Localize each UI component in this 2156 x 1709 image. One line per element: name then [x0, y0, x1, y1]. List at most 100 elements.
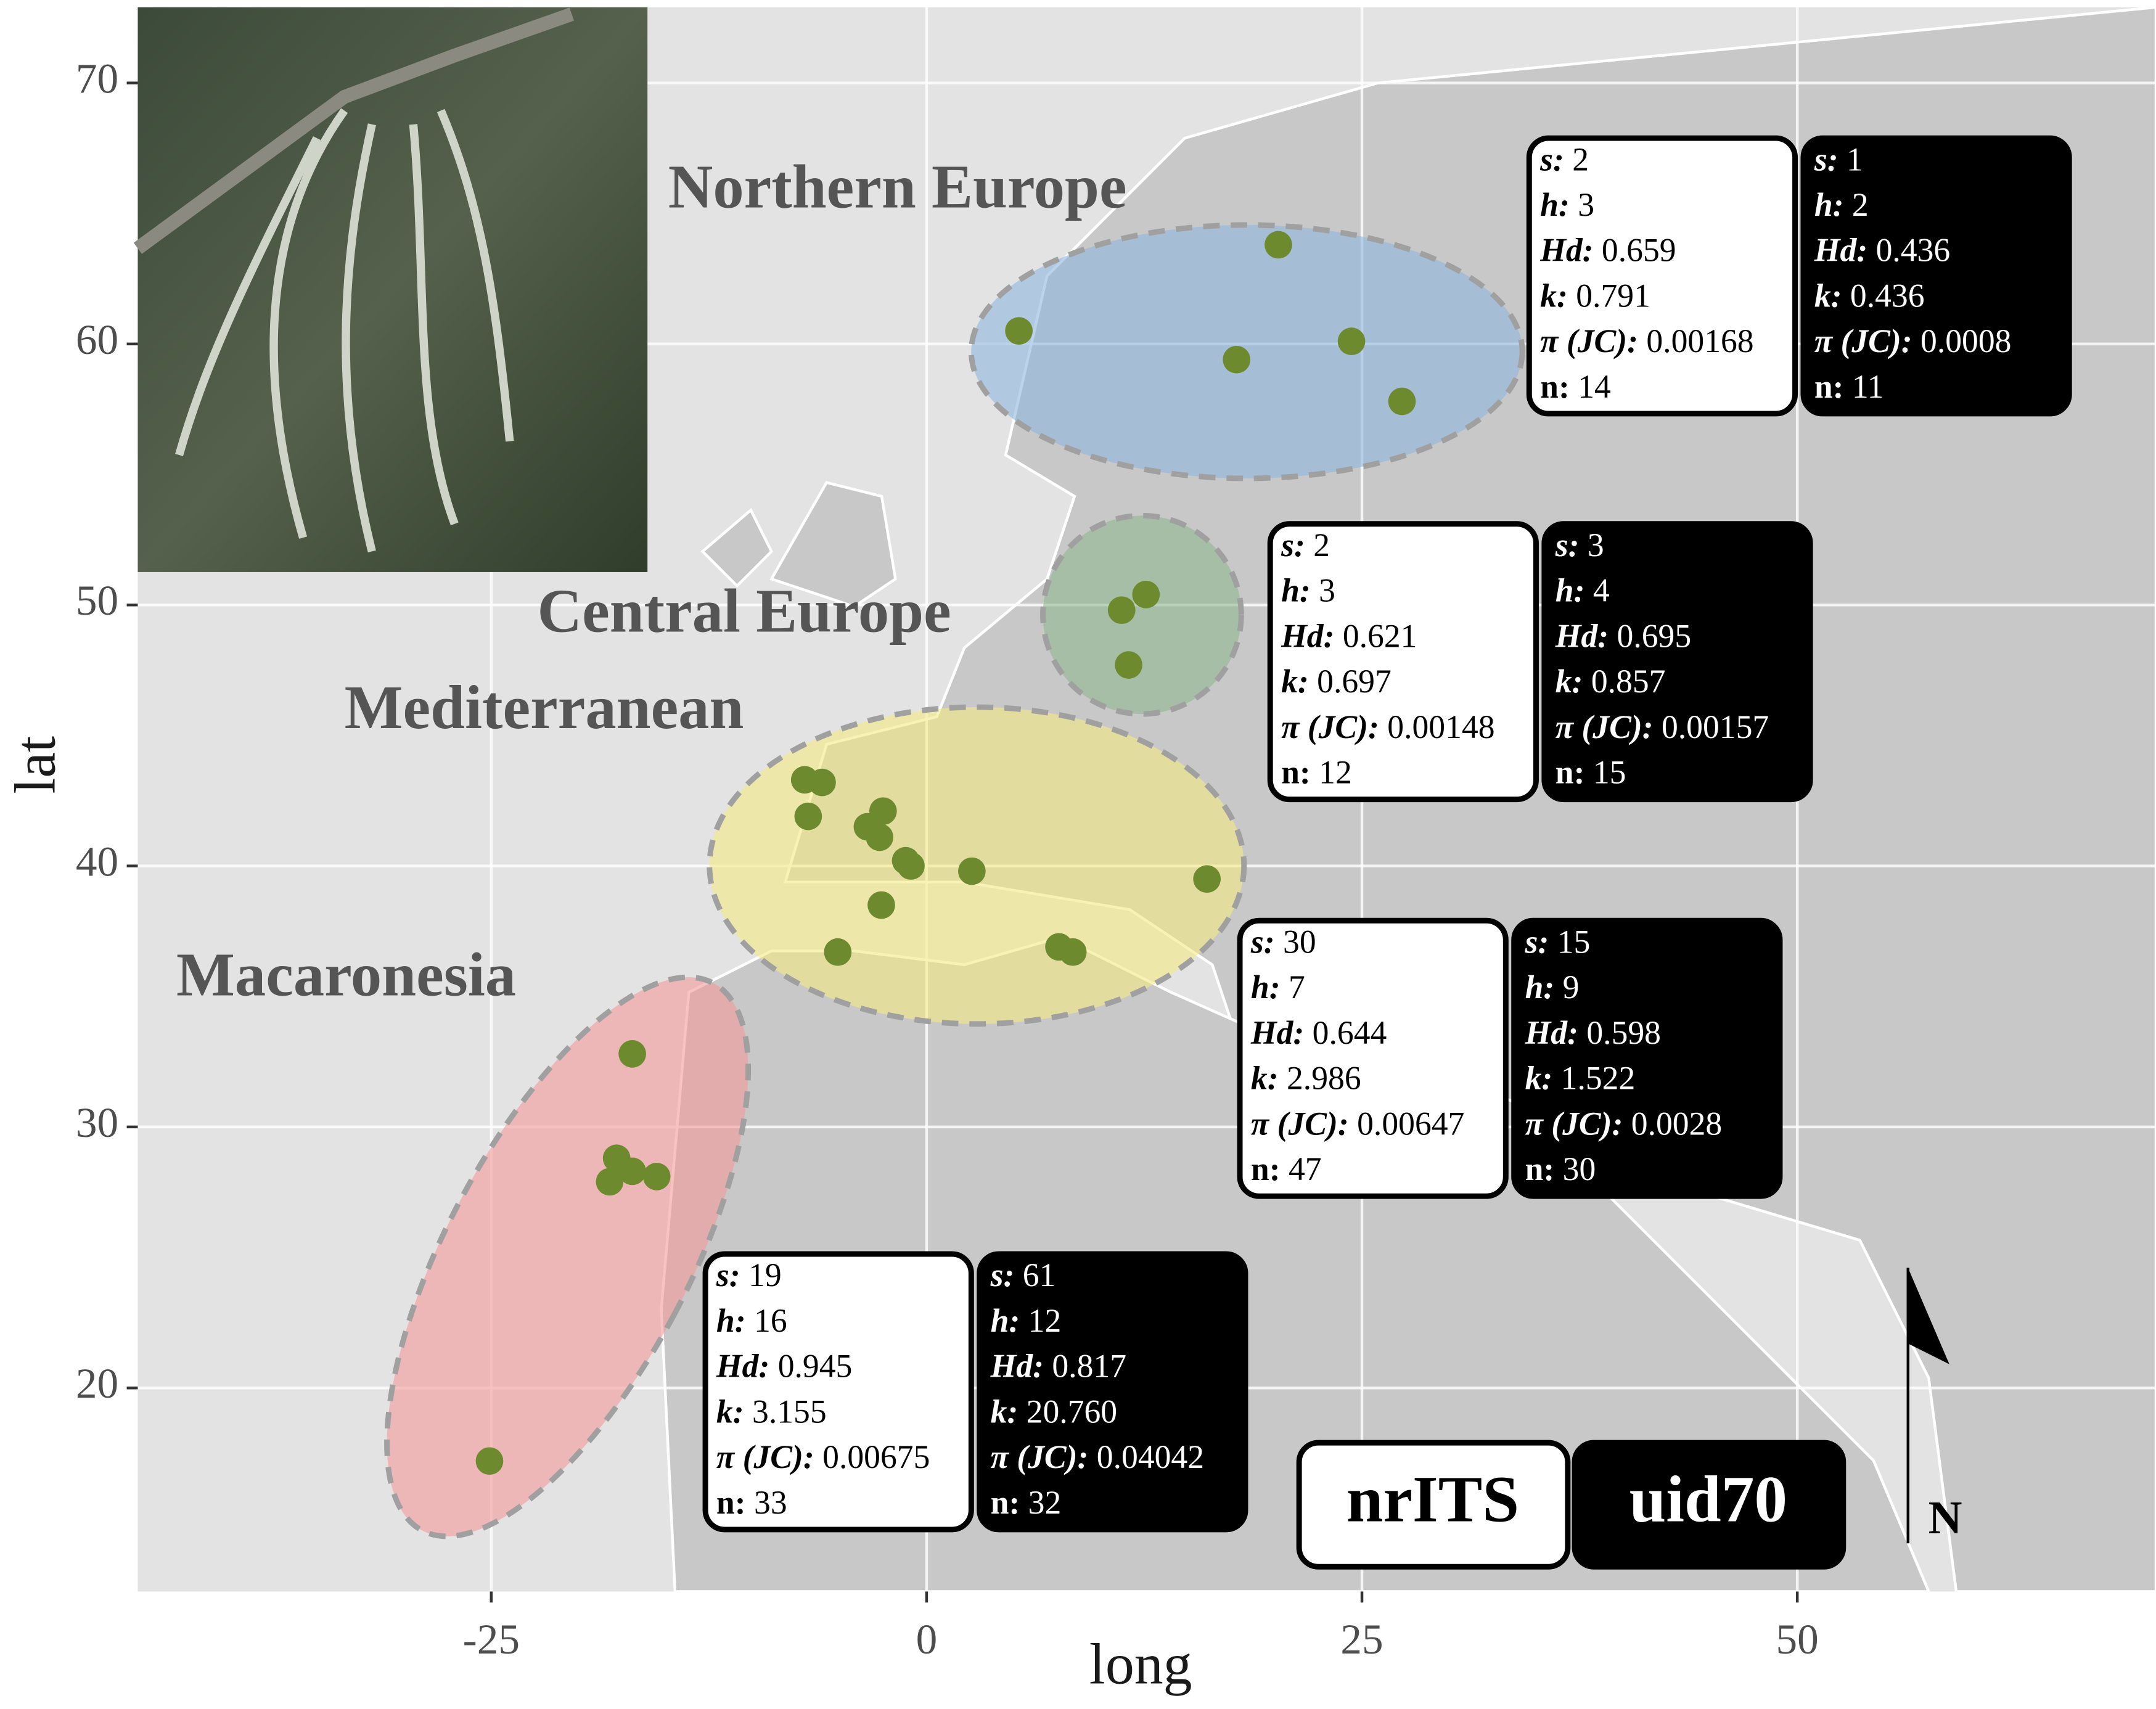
stat-label: k: — [1251, 1060, 1279, 1097]
stat-value: 3.155 — [752, 1393, 827, 1430]
x-tick-label: 25 — [1340, 1615, 1383, 1663]
photo-branch — [133, 7, 575, 254]
stat-label: s: — [716, 1257, 740, 1294]
stat-value: 0.0008 — [1920, 323, 2011, 360]
stat-value: 30 — [1283, 924, 1316, 961]
stat-line: h: 2 — [1814, 186, 1869, 223]
stat-label: h: — [716, 1302, 746, 1339]
stat-box — [1800, 135, 2072, 417]
stat-line: s: 15 — [1525, 924, 1591, 961]
stat-value: 33 — [754, 1484, 787, 1521]
photo-lichen — [175, 108, 514, 553]
stat-line: Hd: 0.436 — [1814, 232, 1950, 269]
stat-line: π (JC): 0.04042 — [991, 1438, 1204, 1475]
legend-label: uid70 — [1629, 1463, 1787, 1536]
stat-label: s: — [990, 1257, 1015, 1294]
y-tick-label: 30 — [76, 1099, 118, 1146]
stat-line: s: 30 — [1250, 924, 1316, 961]
stat-label: π (JC): — [1251, 1105, 1349, 1142]
stat-label: π (JC): — [716, 1438, 814, 1475]
stat-value: 61 — [1023, 1257, 1056, 1294]
stat-label: Hd: — [990, 1348, 1044, 1385]
stat-line: Hd: 0.621 — [1281, 618, 1417, 655]
stat-value: 0.00157 — [1662, 708, 1769, 745]
stat-box — [1526, 135, 1798, 417]
stat-line: n: 32 — [991, 1484, 1062, 1521]
stat-label: h: — [1540, 186, 1570, 223]
stat-value: 0.817 — [1052, 1348, 1126, 1385]
sample-point — [1264, 231, 1292, 259]
stat-line: Hd: 0.695 — [1555, 618, 1691, 655]
stat-line: π (JC): 0.0008 — [1814, 323, 2012, 360]
stat-label: h: — [1251, 969, 1281, 1006]
stat-label: π (JC): — [991, 1438, 1089, 1475]
stat-value: 0.695 — [1617, 618, 1692, 655]
stat-value: 2 — [1572, 141, 1589, 178]
legend-box — [1572, 1440, 1847, 1570]
stat-value: 47 — [1289, 1150, 1322, 1187]
stat-line: h: 3 — [1281, 572, 1335, 609]
stat-line: h: 12 — [991, 1302, 1062, 1339]
sample-point — [867, 891, 895, 919]
sample-point — [475, 1447, 504, 1475]
sample-point — [1107, 596, 1136, 625]
stat-label: k: — [1525, 1060, 1553, 1097]
stat-value: 0.00675 — [822, 1438, 930, 1475]
stat-line: π (JC): 0.00148 — [1281, 708, 1494, 745]
stat-label: k: — [1556, 663, 1583, 700]
stat-line: n: 30 — [1525, 1150, 1596, 1187]
land-britain — [769, 481, 897, 609]
stat-line: h: 16 — [716, 1302, 787, 1339]
region-label: Mediterranean — [345, 673, 744, 742]
stat-value: 14 — [1578, 368, 1611, 405]
stat-label: Hd: — [1250, 1014, 1304, 1051]
stat-label: k: — [1814, 277, 1842, 314]
stat-label: h: — [1525, 969, 1555, 1006]
sample-point — [1059, 938, 1087, 966]
stat-value: 3 — [1319, 572, 1335, 609]
stat-value: 20.760 — [1027, 1393, 1117, 1430]
stat-box — [1237, 917, 1509, 1199]
region-label: Central Europe — [537, 576, 951, 645]
stat-value: 0.436 — [1850, 277, 1925, 314]
sample-point — [794, 802, 822, 830]
x-axis-title: long — [1089, 1632, 1192, 1696]
stat-label: n: — [1251, 1150, 1281, 1187]
sample-point — [1223, 345, 1251, 374]
legend: nrITS uid70 — [1296, 1440, 1847, 1570]
stat-label: k: — [1281, 663, 1309, 700]
stat-line: k: 20.760 — [991, 1393, 1118, 1430]
stat-value: 3 — [1578, 186, 1594, 223]
north-arrow-head — [1908, 1268, 1949, 1364]
stat-line: π (JC): 0.00675 — [716, 1438, 930, 1475]
stat-value: 0.436 — [1876, 232, 1951, 269]
stat-box — [1541, 521, 1813, 803]
stat-line: k: 0.436 — [1814, 277, 1925, 314]
stat-label: π (JC): — [1281, 708, 1379, 745]
stat-line: k: 0.791 — [1540, 277, 1650, 314]
stat-line: k: 0.857 — [1556, 663, 1666, 700]
stat-value: 1 — [1847, 141, 1863, 178]
region-label: Macaronesia — [176, 940, 516, 1009]
stat-value: 15 — [1593, 754, 1626, 791]
stat-label: n: — [1525, 1150, 1555, 1187]
legend-label: nrITS — [1346, 1463, 1519, 1536]
stat-line: s: 3 — [1555, 527, 1604, 564]
stat-line: s: 2 — [1281, 527, 1330, 564]
stat-value: 0.00168 — [1646, 323, 1753, 360]
stat-line: s: 2 — [1539, 141, 1589, 178]
stat-value: 0.00148 — [1387, 708, 1494, 745]
y-tick-label: 70 — [76, 54, 118, 102]
sample-point — [897, 852, 925, 880]
photo-background — [137, 7, 648, 572]
x-tick-label: 50 — [1776, 1615, 1819, 1663]
stat-box — [1267, 521, 1539, 803]
stat-line: s: 61 — [990, 1257, 1056, 1294]
stat-value: 11 — [1852, 368, 1884, 405]
stat-value: 0.00647 — [1357, 1105, 1464, 1142]
stat-box — [702, 1251, 974, 1533]
region-ellipse — [1040, 512, 1244, 717]
land-ireland — [700, 507, 774, 588]
stat-label: h: — [991, 1302, 1020, 1339]
stat-value: 0.644 — [1313, 1014, 1387, 1051]
